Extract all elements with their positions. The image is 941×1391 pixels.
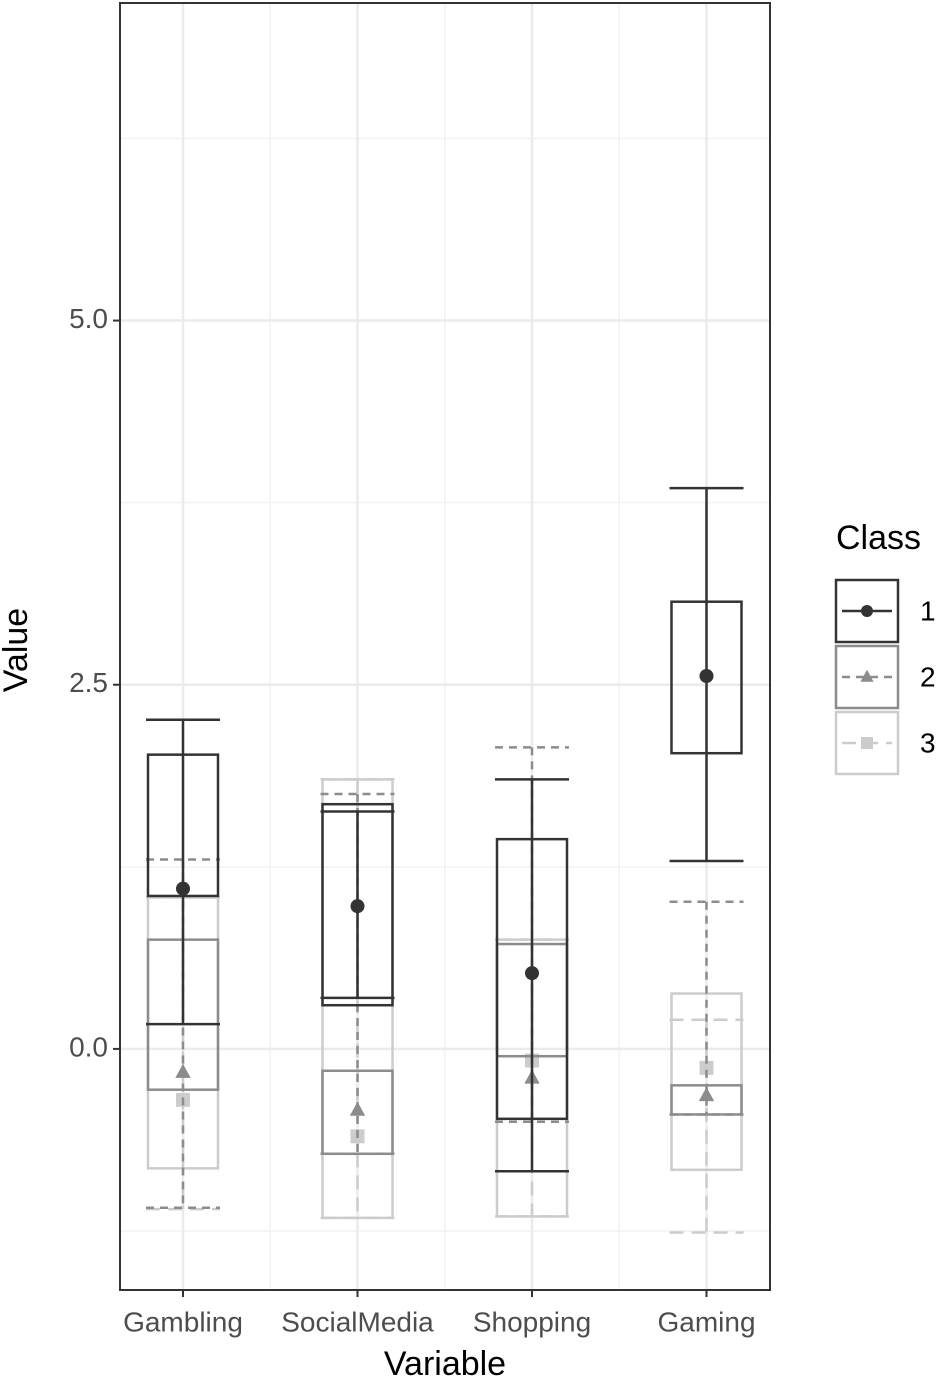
legend-label: 2 bbox=[920, 661, 936, 692]
legend-marker bbox=[860, 669, 874, 682]
x-tick-label: Gaming bbox=[657, 1306, 755, 1337]
error-bar bbox=[146, 718, 220, 1026]
legend-label: 1 bbox=[920, 595, 936, 626]
box bbox=[321, 1069, 394, 1156]
x-tick-label: Shopping bbox=[473, 1306, 591, 1337]
mean-point bbox=[525, 966, 539, 981]
panel-border bbox=[119, 2, 771, 1291]
mean-point bbox=[350, 899, 365, 914]
mean-point bbox=[176, 881, 190, 896]
mean-point bbox=[175, 1063, 191, 1078]
x-tick-label: SocialMedia bbox=[281, 1306, 434, 1337]
mean-point bbox=[349, 1101, 366, 1116]
legend-title: Class bbox=[836, 519, 921, 557]
error-bar bbox=[669, 1018, 744, 1234]
error-bar bbox=[669, 900, 744, 1116]
y-tick-label: 5.0 bbox=[69, 303, 108, 334]
y-axis-label: Value bbox=[0, 608, 35, 692]
mean-point bbox=[698, 1087, 715, 1102]
y-tick-label: 0.0 bbox=[69, 1031, 108, 1062]
legend-marker bbox=[861, 737, 873, 749]
mean-point bbox=[699, 1060, 714, 1075]
box bbox=[321, 802, 394, 1007]
legend-label: 3 bbox=[920, 727, 936, 758]
x-tick-label: Gambling bbox=[123, 1306, 243, 1337]
mean-point bbox=[699, 668, 714, 683]
x-axis-label: Variable bbox=[384, 1345, 506, 1383]
y-tick-label: 2.5 bbox=[69, 667, 108, 698]
legend-marker bbox=[861, 605, 873, 617]
